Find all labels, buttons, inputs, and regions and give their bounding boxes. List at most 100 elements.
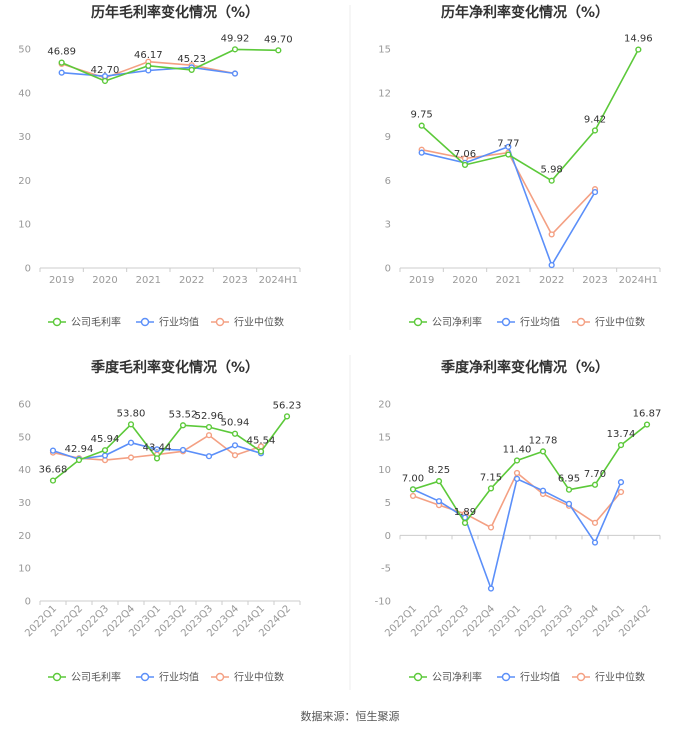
data-label: 49.70 [264, 34, 293, 45]
company-series-point [153, 455, 161, 462]
legend-item-industry-median-series[interactable]: 行业中位数 [211, 316, 284, 329]
industry-average-series-point [205, 453, 213, 460]
industry-average-series-point [153, 446, 161, 453]
legend-label: 公司毛利率 [71, 316, 121, 329]
y-tick-label: 10 [378, 465, 391, 476]
company-series-point [435, 478, 443, 485]
x-tick-label: 2021 [496, 275, 521, 286]
industry-average-series-point [231, 442, 239, 449]
legend-item-company-series[interactable]: 公司毛利率 [48, 316, 121, 329]
legend-item-industry-median-series[interactable]: 行业中位数 [211, 671, 284, 684]
x-tick-label: 2020 [452, 275, 477, 286]
x-tick-label: 2022 [539, 275, 564, 286]
y-tick-label: 10 [18, 220, 31, 231]
company-series-point [548, 177, 555, 184]
industry-average-series-point [127, 439, 135, 446]
industry-average-series-point [513, 475, 521, 482]
data-label: 7.06 [454, 149, 476, 160]
x-tick-label: 2019 [409, 275, 434, 286]
industry-median-series-line [421, 148, 596, 236]
data-label: 11.40 [503, 444, 532, 455]
chart-legend[interactable]: 公司净利率 行业均值 行业中位数 [409, 671, 645, 684]
y-tick-label: 40 [18, 465, 31, 476]
legend-item-industry-average-series[interactable]: 行业均值 [497, 671, 560, 684]
industry-average-series-line [412, 478, 622, 590]
legend-item-company-series[interactable]: 公司净利率 [409, 316, 482, 329]
legend-swatch-marker [140, 672, 150, 682]
industry-average-series-point [617, 479, 625, 486]
y-tick-label: 6 [385, 176, 391, 187]
data-label: 9.42 [584, 114, 606, 125]
industry-median-series-point [548, 231, 555, 238]
data-label: 49.92 [221, 33, 250, 44]
company-series-point [487, 485, 495, 492]
data-label: 7.77 [497, 139, 519, 150]
x-tick-label: 2024H1 [619, 275, 658, 286]
legend-swatch-marker [501, 672, 511, 682]
y-tick-label: 20 [18, 531, 31, 542]
chart-marks: 9.75 7.06 7.77 5.98 9.42 14.96 [411, 34, 653, 269]
legend-item-industry-average-series[interactable]: 行业均值 [136, 316, 199, 329]
legend-item-company-series[interactable]: 公司毛利率 [48, 671, 121, 684]
y-tick-label: 3 [385, 220, 391, 231]
y-tick-label: 50 [18, 45, 31, 56]
data-label: 45.23 [177, 54, 206, 65]
company-series-point [539, 448, 547, 455]
chart-legend[interactable]: 公司毛利率 行业均值 行业中位数 [48, 316, 284, 329]
x-tick-label: 2023 [582, 275, 607, 286]
chart-title: 季度毛利率变化情况（%） [90, 359, 259, 376]
chart-title: 历年净利率变化情况（%） [441, 4, 609, 21]
data-label: 53.80 [117, 408, 146, 419]
company-series-point [205, 424, 213, 431]
legend-label: 行业中位数 [234, 671, 284, 684]
data-label: 7.15 [480, 472, 502, 483]
y-tick-label: 20 [378, 400, 391, 411]
x-tick-label: 2023 [222, 275, 247, 286]
data-label: 52.96 [195, 411, 224, 422]
y-tick-label: -10 [375, 597, 391, 608]
company-series-point [231, 430, 239, 437]
industry-average-series-point [591, 188, 599, 196]
y-tick-label: 15 [378, 45, 391, 56]
data-label: 42.94 [65, 444, 94, 455]
data-label: 53.52 [169, 409, 198, 420]
legend-item-industry-median-series[interactable]: 行业中位数 [572, 316, 645, 329]
y-tick-label: 12 [378, 88, 391, 99]
chart-legend[interactable]: 公司净利率 行业均值 行业中位数 [409, 316, 645, 329]
chart-legend[interactable]: 公司毛利率 行业均值 行业中位数 [48, 671, 284, 684]
data-label: 6.95 [558, 474, 580, 485]
data-label: 46.89 [47, 47, 76, 58]
industry-median-series-point [127, 454, 135, 461]
company-series-point [257, 448, 265, 455]
company-series-line [421, 49, 640, 182]
y-tick-label: 30 [18, 498, 31, 509]
company-series-point [418, 122, 425, 129]
company-series-point [283, 413, 291, 420]
industry-average-series-point [49, 447, 57, 454]
industry-average-series-point [565, 500, 573, 507]
legend-label: 行业均值 [159, 316, 199, 329]
industry-average-series-point [548, 261, 555, 269]
industry-average-series-point [231, 70, 239, 77]
y-tick-label: -5 [381, 564, 391, 575]
y-tick-label: 60 [18, 400, 31, 411]
legend-label: 行业均值 [520, 671, 560, 684]
legend-item-industry-average-series[interactable]: 行业均值 [497, 316, 560, 329]
y-tick-label: 50 [18, 432, 31, 443]
company-series-point [513, 457, 521, 464]
chart-title: 历年毛利率变化情况（%） [91, 4, 259, 21]
industry-median-series-point [231, 452, 239, 459]
legend-item-company-series[interactable]: 公司净利率 [409, 671, 482, 684]
industry-average-series-point [505, 143, 512, 150]
data-label: 13.74 [607, 429, 636, 440]
company-series-point [461, 519, 469, 527]
company-series-point [179, 422, 187, 429]
legend-item-industry-median-series[interactable]: 行业中位数 [572, 671, 645, 684]
legend-swatch-marker [140, 317, 150, 327]
company-series-point [49, 477, 57, 484]
data-label: 1.89 [454, 507, 476, 518]
company-series-line [52, 415, 288, 482]
legend-item-industry-average-series[interactable]: 行业均值 [136, 671, 199, 684]
data-label: 16.87 [633, 409, 662, 420]
